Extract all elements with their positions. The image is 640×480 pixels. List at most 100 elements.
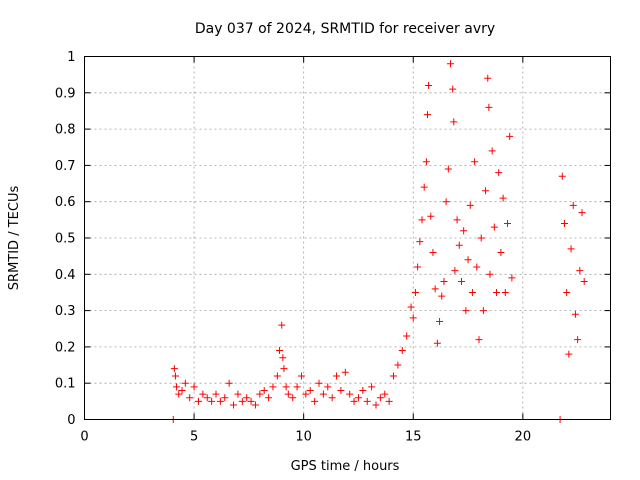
data-point [359,386,367,394]
data-point [576,267,584,275]
data-point [212,390,220,398]
data-point [484,74,492,82]
data-point [567,245,575,253]
data-point [293,383,301,391]
data-point [199,390,207,398]
data-point [466,201,474,209]
data-point [450,118,458,126]
data-point [429,249,437,257]
data-point [289,394,297,402]
data-point [462,307,470,315]
data-point [497,249,505,257]
data-point [203,394,211,402]
data-point [475,336,483,344]
data-point [216,397,224,405]
data-point [486,270,494,278]
data-point [225,379,233,387]
data-point [416,238,424,246]
data-point [350,397,358,405]
y-tick-label: 0.4 [55,268,76,283]
data-point [278,321,286,329]
data-point [501,288,509,296]
data-point [328,394,336,402]
data-point [221,394,229,402]
data-point [302,390,310,398]
data-point [372,401,380,409]
data-point [346,390,354,398]
data-point [398,347,406,355]
data-point [178,386,186,394]
data-point [265,394,273,402]
data-point [385,397,393,405]
data-point [409,314,417,322]
y-tick-label: 0.1 [55,377,76,392]
data-point [273,372,281,380]
data-point [394,361,402,369]
data-point [341,368,349,376]
data-point [243,394,251,402]
data-point [569,201,577,209]
data-point [247,397,255,405]
data-points [169,60,588,423]
y-tick-label: 0.7 [55,159,76,174]
data-point [282,383,290,391]
data-point [256,390,264,398]
y-tick-label: 1 [67,50,75,65]
data-point [563,288,571,296]
data-point [230,401,238,409]
data-point [574,336,582,344]
data-point [425,82,433,90]
y-tick-label: 0 [67,413,75,428]
data-point [403,332,411,340]
x-axis-label: GPS time / hours [291,459,400,474]
data-point [471,158,479,166]
data-point [411,288,419,296]
data-point [173,383,181,391]
data-point [418,216,426,224]
data-point [578,209,586,217]
data-point [442,198,450,206]
plot-frame [84,56,611,420]
data-point [381,390,389,398]
data-point [431,285,439,293]
data-point [499,194,507,202]
data-point [477,234,485,242]
y-tick-label: 0.9 [55,86,76,101]
data-point [464,256,472,264]
data-point [433,339,441,347]
data-point [363,397,371,405]
data-point [170,365,178,373]
data-point [190,383,198,391]
data-point [181,379,189,387]
x-tick-label: 0 [80,430,88,445]
data-point [279,354,287,362]
data-point [420,183,428,191]
data-point [473,263,481,271]
data-point [354,394,362,402]
x-tick-label: 20 [515,430,532,445]
data-point [460,227,468,235]
data-point [175,390,183,398]
data-point [447,60,455,68]
data-point [376,394,384,402]
y-tick-label: 0.2 [55,340,76,355]
data-point [508,274,516,282]
data-point [315,379,323,387]
data-point [427,212,435,220]
data-point [495,169,503,177]
data-point [423,111,431,119]
data-point [438,292,446,300]
data-point [468,288,476,296]
data-point [436,317,444,325]
y-axis-label: SRMTID / TECUs [7,186,22,291]
data-point [276,347,284,355]
data-point [269,383,277,391]
y-tick-label: 0.3 [55,304,76,319]
data-point [440,278,448,286]
data-point [455,241,463,249]
data-point [311,397,319,405]
data-point [485,103,493,111]
data-point [560,219,568,227]
data-point [194,397,202,405]
